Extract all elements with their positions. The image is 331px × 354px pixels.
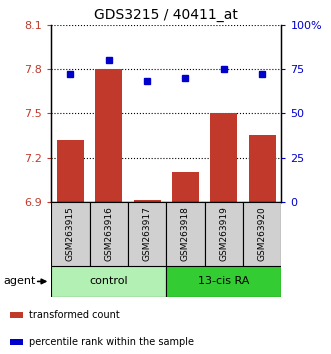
Bar — [172, 172, 199, 202]
Text: agent: agent — [3, 276, 36, 286]
Bar — [205, 202, 243, 266]
Text: transformed count: transformed count — [29, 310, 119, 320]
Bar — [10, 338, 23, 344]
Bar — [249, 136, 276, 202]
Bar — [128, 202, 166, 266]
Bar — [10, 312, 23, 318]
Text: control: control — [89, 276, 128, 286]
Bar — [166, 266, 281, 297]
Bar — [95, 69, 122, 202]
Text: GSM263920: GSM263920 — [258, 206, 267, 261]
Bar — [57, 140, 84, 202]
Title: GDS3215 / 40411_at: GDS3215 / 40411_at — [94, 8, 238, 22]
Text: 13-cis RA: 13-cis RA — [198, 276, 250, 286]
Bar — [90, 202, 128, 266]
Bar — [243, 202, 281, 266]
Bar — [166, 202, 205, 266]
Text: GSM263919: GSM263919 — [219, 206, 228, 261]
Bar — [211, 113, 237, 202]
Text: GSM263918: GSM263918 — [181, 206, 190, 261]
Text: GSM263917: GSM263917 — [143, 206, 152, 261]
Text: percentile rank within the sample: percentile rank within the sample — [29, 337, 194, 347]
Bar — [51, 266, 166, 297]
Bar — [134, 200, 161, 202]
Text: GSM263915: GSM263915 — [66, 206, 75, 261]
Text: GSM263916: GSM263916 — [104, 206, 113, 261]
Bar — [51, 202, 90, 266]
